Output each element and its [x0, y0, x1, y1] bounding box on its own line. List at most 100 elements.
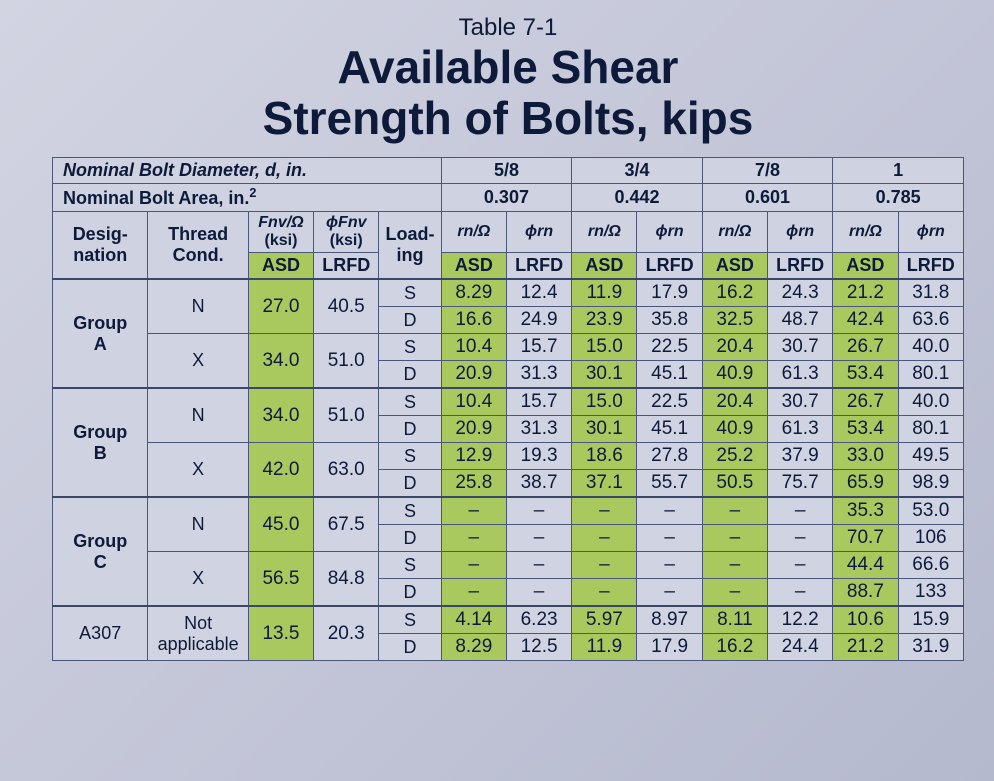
- fnv-lrfd: 20.3: [314, 606, 379, 661]
- hdr-fnv-asd: Fnv/Ω (ksi): [248, 212, 313, 253]
- val: 55.7: [637, 470, 702, 498]
- fnv-asd: 13.5: [248, 606, 313, 661]
- val: 32.5: [702, 307, 767, 334]
- hdr-asd-2: ASD: [702, 253, 767, 280]
- group-cell: Group C: [53, 497, 148, 606]
- loading-D: D: [379, 361, 441, 389]
- val: 16.2: [702, 634, 767, 661]
- val: 23.9: [572, 307, 637, 334]
- val: 50.5: [702, 470, 767, 498]
- thread-cell: Not applicable: [148, 606, 248, 661]
- hdr-rn-asd-0: rn/Ω: [441, 212, 506, 253]
- table-row: A307Not applicable13.520.3S4.146.235.978…: [53, 606, 964, 634]
- fnv-lrfd: 67.5: [314, 497, 379, 552]
- hdr-fnv-lrfd: ϕFnv (ksi): [314, 212, 379, 253]
- loading-D: D: [379, 416, 441, 443]
- fnv-asd: 56.5: [248, 552, 313, 607]
- area-1: 0.442: [572, 184, 703, 212]
- val: 8.97: [637, 606, 702, 634]
- hdr-lrfd-3: LRFD: [898, 253, 963, 280]
- val: 12.5: [506, 634, 571, 661]
- val: 12.4: [506, 279, 571, 307]
- val: 44.4: [833, 552, 898, 579]
- val: 63.6: [898, 307, 963, 334]
- hdr-rn-lrfd-0: ϕrn: [506, 212, 571, 253]
- val: 22.5: [637, 334, 702, 361]
- val: –: [702, 497, 767, 525]
- area-0: 0.307: [441, 184, 572, 212]
- val: 31.3: [506, 416, 571, 443]
- val: 88.7: [833, 579, 898, 607]
- val: 65.9: [833, 470, 898, 498]
- loading-D: D: [379, 307, 441, 334]
- val: –: [506, 579, 571, 607]
- val: 49.5: [898, 443, 963, 470]
- val: 4.14: [441, 606, 506, 634]
- val: 40.0: [898, 334, 963, 361]
- hdr-designation: Desig- nation: [53, 212, 148, 280]
- diam-3: 1: [833, 158, 964, 184]
- val: 12.9: [441, 443, 506, 470]
- val: 27.8: [637, 443, 702, 470]
- hdr-rn-asd-2: rn/Ω: [702, 212, 767, 253]
- val: –: [441, 497, 506, 525]
- loading-D: D: [379, 470, 441, 498]
- val: 20.9: [441, 361, 506, 389]
- hdr-asd-0: ASD: [441, 253, 506, 280]
- val: 21.2: [833, 634, 898, 661]
- val: –: [572, 525, 637, 552]
- val: 40.9: [702, 361, 767, 389]
- val: 15.0: [572, 334, 637, 361]
- thread-cell: N: [148, 279, 248, 334]
- val: –: [768, 525, 833, 552]
- fnv-asd: 27.0: [248, 279, 313, 334]
- val: –: [702, 579, 767, 607]
- loading-D: D: [379, 634, 441, 661]
- val: 66.6: [898, 552, 963, 579]
- val: 11.9: [572, 279, 637, 307]
- val: 11.9: [572, 634, 637, 661]
- fnv-lrfd: 51.0: [314, 334, 379, 389]
- hdr-thread-cond: Thread Cond.: [148, 212, 248, 280]
- val: 15.0: [572, 388, 637, 416]
- hdr-rn-asd-1: rn/Ω: [572, 212, 637, 253]
- val: 19.3: [506, 443, 571, 470]
- hdr-rn-lrfd-3: ϕrn: [898, 212, 963, 253]
- val: 31.8: [898, 279, 963, 307]
- val: 45.1: [637, 361, 702, 389]
- val: 53.4: [833, 361, 898, 389]
- hdr-lrfd-2: LRFD: [768, 253, 833, 280]
- val: 26.7: [833, 334, 898, 361]
- val: –: [506, 497, 571, 525]
- thread-cell: X: [148, 552, 248, 607]
- val: 24.3: [768, 279, 833, 307]
- val: –: [768, 497, 833, 525]
- val: 20.4: [702, 334, 767, 361]
- val: 70.7: [833, 525, 898, 552]
- val: 35.8: [637, 307, 702, 334]
- hdr-nominal-area: Nominal Bolt Area, in.2: [53, 184, 442, 212]
- table-row: Group CN45.067.5S––––––35.353.0: [53, 497, 964, 525]
- val: 53.4: [833, 416, 898, 443]
- loading-S: S: [379, 443, 441, 470]
- val: 12.2: [768, 606, 833, 634]
- group-cell: Group A: [53, 279, 148, 388]
- val: 16.2: [702, 279, 767, 307]
- fnv-asd: 42.0: [248, 443, 313, 498]
- table-row: X42.063.0S12.919.318.627.825.237.933.049…: [53, 443, 964, 470]
- val: 37.1: [572, 470, 637, 498]
- title-line-1: Available Shear: [52, 42, 964, 93]
- val: 16.6: [441, 307, 506, 334]
- val: 40.0: [898, 388, 963, 416]
- hdr-lrfd: LRFD: [314, 253, 379, 280]
- val: 17.9: [637, 634, 702, 661]
- val: 18.6: [572, 443, 637, 470]
- val: 53.0: [898, 497, 963, 525]
- val: 31.9: [898, 634, 963, 661]
- val: –: [572, 497, 637, 525]
- val: –: [768, 579, 833, 607]
- val: 25.2: [702, 443, 767, 470]
- loading-S: S: [379, 497, 441, 525]
- loading-S: S: [379, 279, 441, 307]
- val: 10.4: [441, 334, 506, 361]
